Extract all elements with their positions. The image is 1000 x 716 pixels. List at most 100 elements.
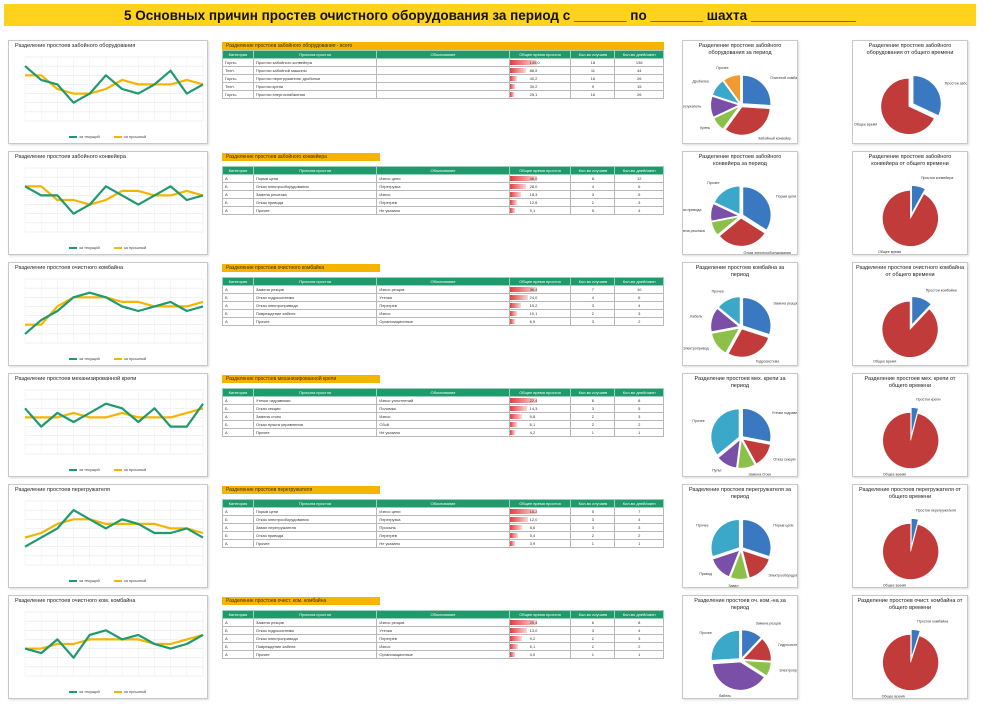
column-header: Категория <box>222 166 254 175</box>
cell-time: 22,4 <box>508 396 572 405</box>
legend-swatch <box>69 357 77 360</box>
pie-slice-label: Общее время <box>883 584 906 588</box>
pie-slice-label: Отказ электрооборудования <box>744 251 791 255</box>
cell-time: 36,4 <box>508 285 572 294</box>
cell-cause: Прочее <box>252 317 378 326</box>
pie-chart-title: Разделение простоев очистного комбайна о… <box>856 265 965 278</box>
cell-time-value: 12,0 <box>529 517 538 522</box>
pie-slice <box>911 296 932 326</box>
data-bar <box>510 414 522 419</box>
cell-time: 88,5 <box>508 66 572 75</box>
cell-reason: Утечка <box>376 626 510 635</box>
cell-count: 2 <box>570 634 616 643</box>
table-caption: Разделение простоев очист. ком. комбайна <box>222 597 380 605</box>
downtime-table: Разделение простоев перегружателя Категор… <box>222 486 664 548</box>
column-header: Общее время простоя <box>508 277 572 286</box>
cell-time: 4,2 <box>508 428 572 437</box>
column-header: Кол-во случаев <box>570 388 616 397</box>
table-header-row: Категория Причина простоя Обоснование Общее… <box>222 166 664 175</box>
cell-days: 15 <box>614 82 664 91</box>
series-line-last <box>25 633 204 650</box>
legend-swatch <box>69 468 77 471</box>
cell-time: 10,1 <box>508 309 572 318</box>
line-chart-card: Разделение простоев перегружателя за теку… <box>8 484 208 588</box>
series-line-current <box>24 509 204 548</box>
pie-chart: Простои забойного оборудования Общее врем… <box>854 75 967 135</box>
cell-category: Горно- <box>222 74 254 83</box>
cell-category: Б <box>222 515 254 524</box>
table-row: А Завал перегружателя Просыпь 8,6 3 3 <box>222 523 664 532</box>
cell-time-value: 22,4 <box>529 398 538 403</box>
cell-count: 3 <box>570 317 616 326</box>
data-bar <box>510 208 516 213</box>
cell-time-value: 14,3 <box>529 406 538 411</box>
cell-days: 4 <box>614 206 664 215</box>
cell-days: 3 <box>614 198 664 207</box>
cell-category: Б <box>222 531 254 540</box>
legend-swatch <box>113 468 122 471</box>
table-row: Б Отказ гидросистемы Утечка 13,0 3 4 <box>222 626 664 635</box>
cell-reason: Не указано <box>376 428 510 437</box>
column-header: Обоснование <box>376 166 510 175</box>
cell-count: 3 <box>570 301 616 310</box>
cell-cause: Отказ привода <box>252 198 378 207</box>
cell-cause: Отказ привода <box>252 531 378 540</box>
pie-breakdown-card: Разделение простоев комбайна за период За… <box>682 262 798 366</box>
pie-slice <box>717 439 741 469</box>
table-row: Б Отказ электрооборудования Перегрузка 12,0… <box>222 515 664 524</box>
series-line-current <box>24 402 204 428</box>
pie-chart: Порыв цепи Электрооборудование Завал Привод… <box>696 519 797 587</box>
table-row: А Порыв цепи Износ цепи 18,2 5 7 <box>222 507 664 516</box>
cell-time-value: 46,0 <box>529 176 538 181</box>
cell-days: 26 <box>614 90 664 99</box>
cell-cause: Повреждение кабеля <box>252 642 378 651</box>
legend-item: за прошлый <box>113 356 146 361</box>
cell-category: Горно- <box>222 90 254 99</box>
cell-cause: Завал перегружателя <box>252 523 378 532</box>
pie-chart-title: Разделение простоев забойного оборудован… <box>866 43 954 56</box>
pie-chart: Простои конвейера Общее время <box>878 176 953 254</box>
cell-time-value: 8,6 <box>529 525 536 530</box>
cell-category: Техн. <box>222 66 254 75</box>
pie-chart: Очистной комбайн Забойный конвейер Крепь Пе… <box>683 66 797 141</box>
cell-time: 46,0 <box>508 174 572 183</box>
column-header: Обоснование <box>376 499 510 508</box>
cell-time: 20,4 <box>508 618 572 627</box>
cell-category: Б <box>222 309 254 318</box>
pie-slice-label: Привод <box>699 572 712 576</box>
pie-chart: Простои комбайна Общее время <box>873 289 957 364</box>
cell-reason <box>376 90 510 99</box>
legend-label: за прошлый <box>123 578 147 583</box>
pie-slice-label: Замена резцов <box>756 622 781 626</box>
cell-time-value: 6,5 <box>529 319 536 324</box>
cell-count: 2 <box>570 412 616 421</box>
series-line-current <box>24 291 204 335</box>
pie-slice <box>710 519 740 557</box>
table-caption: Разделение простоев перегружателя <box>222 486 380 494</box>
cell-days: 2 <box>614 642 664 651</box>
cell-category: Б <box>222 293 254 302</box>
cell-time: 4,0 <box>508 650 572 659</box>
cell-cause: Простои крепи <box>252 82 378 91</box>
cell-category: Б <box>222 420 254 429</box>
cell-reason: Организационные <box>376 317 510 326</box>
data-bar <box>510 517 528 522</box>
pie-share-card: Разделение простоев перегружателя от общ… <box>852 484 968 588</box>
cell-time-value: 6,1 <box>529 644 536 649</box>
cell-time-value: 145,0 <box>529 60 540 65</box>
legend-swatch <box>113 357 122 360</box>
cell-count: 1 <box>570 650 616 659</box>
legend-swatch <box>113 690 122 693</box>
table-row: Горно- Простои энергоснабжения 25,1 16 26 <box>222 90 664 99</box>
dashboard-row: Разделение простоев перегружателя за теку… <box>0 484 1000 592</box>
pie-slice-label: Прочее <box>712 290 724 294</box>
cell-time: 18,2 <box>508 507 572 516</box>
table: Категория Причина простоя Обоснование Общее… <box>222 50 664 99</box>
table-caption: Разделение простоев очистного комбайна <box>222 264 380 272</box>
cell-days: 3 <box>614 309 664 318</box>
line-chart-card: Разделение простоев очистного ком. комба… <box>8 595 208 699</box>
table-header-row: Категория Причина простоя Обоснование Общее… <box>222 499 664 508</box>
cell-count: 8 <box>570 174 616 183</box>
data-bar <box>510 652 516 657</box>
pie-slice <box>714 185 741 215</box>
